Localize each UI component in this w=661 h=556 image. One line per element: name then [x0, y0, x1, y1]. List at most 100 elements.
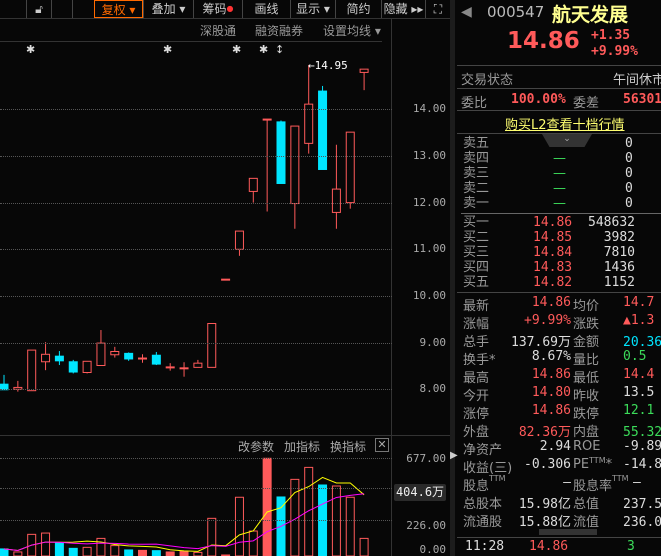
event-marker-icon[interactable]: ✱	[232, 43, 242, 56]
vol-gridline	[0, 520, 392, 521]
candle-body	[110, 350, 120, 356]
candle-body	[138, 357, 147, 360]
stat-label: 流值	[573, 515, 600, 530]
stat-value: -14.8	[623, 457, 661, 472]
fullscreen-icon: ⛶	[433, 2, 443, 16]
candle-body	[82, 360, 92, 373]
ask-volume: 0	[625, 181, 633, 196]
candle-body	[318, 90, 328, 170]
stat-value: 20.36亿	[623, 335, 661, 350]
ask-volume: 0	[625, 166, 633, 181]
candle-body	[331, 188, 341, 213]
fullscreen-button[interactable]: ⛶	[425, 0, 450, 18]
stock-name: 航天发展	[552, 4, 629, 26]
close-indicator-icon[interactable]: ✕	[375, 438, 389, 452]
prev-stock-icon[interactable]: ◀	[461, 4, 472, 20]
volume-bar	[96, 537, 106, 556]
candle-body	[124, 352, 134, 360]
volume-bar	[68, 547, 78, 556]
panel-splitter[interactable]	[450, 0, 455, 556]
candlestick-chart[interactable]	[0, 0, 450, 556]
candle-body	[96, 342, 106, 366]
price-gridline	[0, 202, 392, 204]
zoom-in-button[interactable]	[51, 0, 72, 18]
stat-label: 净资产	[463, 443, 503, 458]
collapse-arrow-icon[interactable]: ▶	[450, 450, 458, 461]
stat-value: 14.80	[531, 385, 571, 400]
high-price-marker: ←14.95	[308, 59, 348, 72]
stat-label: 最低	[573, 371, 600, 386]
bid-level-label: 买四	[463, 260, 490, 275]
candle-body	[54, 355, 64, 362]
stat-value: 14.86	[531, 403, 571, 418]
ask-volume: 0	[625, 196, 633, 211]
quote-panel: ◀ 000547 航天发展 14.86 +1.35 +9.99% 交易状态 午间休…	[457, 0, 661, 556]
stat-value: 14.86	[531, 295, 571, 310]
toolbar-button-5[interactable]: 筹码●	[193, 0, 242, 18]
unlock-button[interactable]: 🔓︎	[26, 0, 51, 18]
ttm-superscript: TTM	[612, 474, 629, 483]
candle-body	[234, 230, 244, 250]
bid-volume: 1152	[603, 275, 635, 290]
toolbar-button-9[interactable]: 隐藏 ▸▸	[381, 0, 425, 18]
add-indicator-button[interactable]: 加指标	[284, 440, 321, 454]
toolbar-button-3[interactable]: 复权 ▾	[94, 0, 143, 18]
toolbar-button-4[interactable]: 叠加 ▾	[143, 0, 193, 18]
toolbar-button-8[interactable]: 简约	[335, 0, 381, 18]
stat-label: 涨停	[463, 407, 490, 422]
ask-volume: 0	[625, 136, 633, 151]
volume-bar	[124, 549, 134, 556]
vol-axis-max: 677.00	[406, 452, 446, 465]
ask-price: —	[553, 166, 566, 181]
expand-depth-icon[interactable]: ⌄	[542, 134, 592, 147]
stat-label: 量比	[573, 353, 600, 368]
edit-params-button[interactable]: 改参数	[238, 440, 275, 454]
bid-price: 14.86	[533, 215, 573, 230]
l2-upgrade-link[interactable]: 购买L2查看十档行情	[505, 118, 625, 133]
expand-panel-handle[interactable]	[539, 529, 597, 535]
stat-label: 金额	[573, 335, 600, 350]
chip-label: 筹码	[202, 2, 227, 16]
candle-body	[248, 177, 258, 192]
switch-indicator-button[interactable]: 换指标	[330, 440, 367, 454]
zoom-out-button[interactable]	[72, 0, 94, 18]
bid-volume: 1436	[603, 260, 635, 275]
set-ma-button[interactable]: 设置均线 ▾	[323, 24, 381, 38]
price-gridline	[0, 342, 392, 344]
stat-label: 外盘	[463, 425, 490, 440]
stat-label: ROE	[573, 439, 601, 454]
volume-bar	[13, 551, 23, 556]
price-gridline	[0, 109, 392, 111]
stat-label: 昨收	[573, 389, 600, 404]
stat-value: 12.1	[623, 403, 655, 418]
event-marker-icon[interactable]: ↕	[275, 43, 285, 56]
candle-body	[68, 361, 78, 373]
trading-status: 午间休市	[613, 73, 661, 88]
candle-body	[262, 118, 272, 121]
toolbar-button-7[interactable]: 显示 ▾	[290, 0, 335, 18]
stat-label: 股息TTM	[463, 474, 506, 495]
stat-label: 总股本	[463, 497, 503, 512]
stat-value: ▲1.3	[623, 313, 655, 328]
volume-bar	[304, 466, 314, 556]
bid-volume: 3982	[603, 230, 635, 245]
bid-price: 14.83	[533, 260, 573, 275]
candle-body	[165, 366, 175, 369]
volume-bar	[138, 549, 147, 556]
stat-value: 55.32万	[623, 425, 661, 440]
sz-connect-button[interactable]: 深股通	[200, 24, 237, 38]
event-marker-icon[interactable]: ✱	[163, 43, 173, 56]
wb-label: 委比	[461, 96, 488, 111]
stat-label: 内盘	[573, 425, 600, 440]
toolbar-button-6[interactable]: 画线	[242, 0, 290, 18]
status-label: 交易状态	[461, 73, 514, 88]
stat-label: 股息率TTM	[573, 474, 629, 495]
bid-level-label: 买五	[463, 275, 490, 290]
margin-trading-button[interactable]: 融资融券	[255, 24, 304, 38]
ask-level-label: 卖二	[463, 181, 490, 196]
stat-label: PETTM*	[573, 456, 613, 473]
stat-label: 涨幅	[463, 317, 490, 332]
event-marker-icon[interactable]: ✱	[26, 43, 36, 56]
volume-bar	[359, 537, 369, 556]
event-marker-icon[interactable]: ✱	[259, 43, 269, 56]
